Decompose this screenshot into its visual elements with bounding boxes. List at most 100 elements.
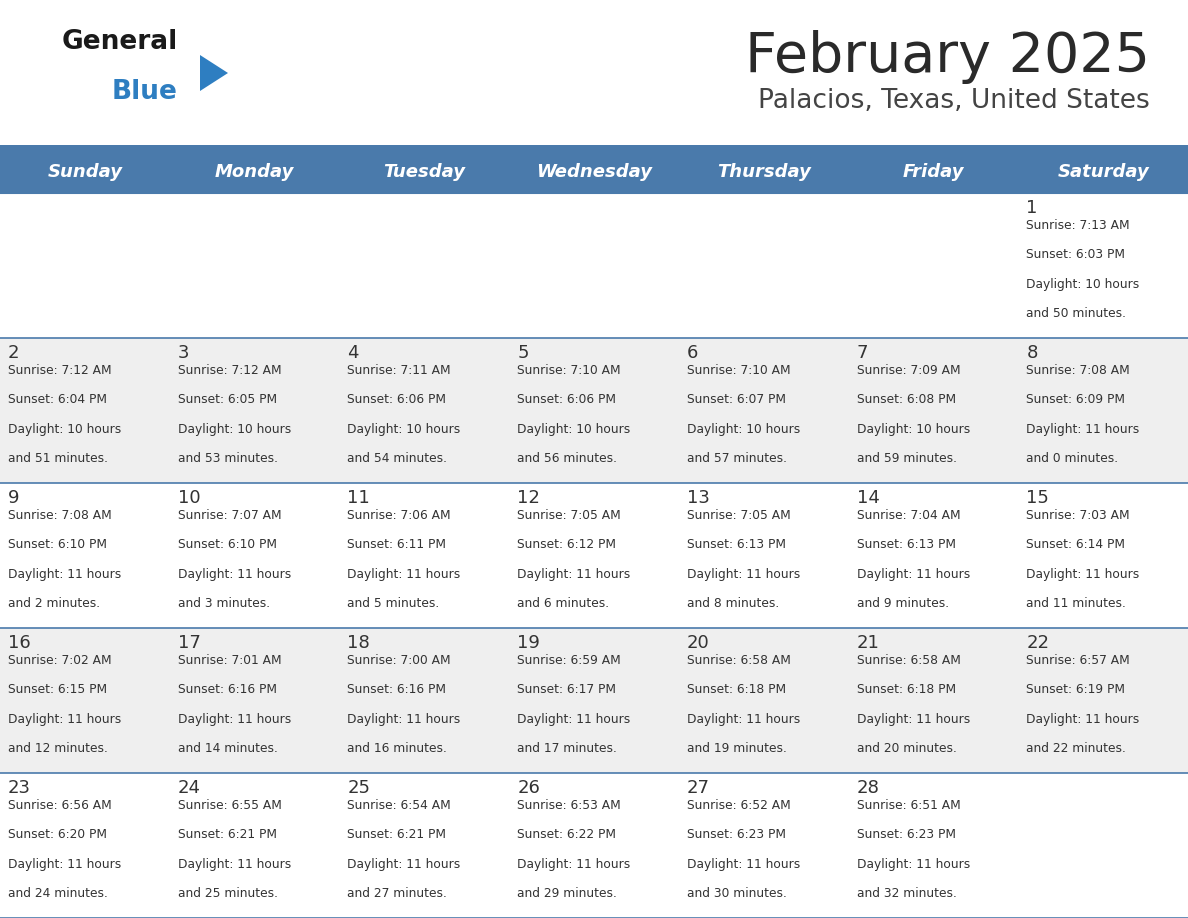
Text: Sunset: 6:18 PM: Sunset: 6:18 PM — [687, 683, 786, 696]
Bar — [0, 773, 1188, 918]
Text: and 6 minutes.: and 6 minutes. — [517, 597, 609, 610]
Text: Daylight: 11 hours: Daylight: 11 hours — [178, 712, 291, 725]
Text: 8: 8 — [1026, 344, 1037, 362]
Text: Sunset: 6:16 PM: Sunset: 6:16 PM — [347, 683, 447, 696]
Text: Daylight: 11 hours: Daylight: 11 hours — [517, 712, 631, 725]
Text: Sunday: Sunday — [48, 163, 122, 181]
Text: Sunrise: 7:06 AM: Sunrise: 7:06 AM — [347, 509, 451, 522]
Text: Sunset: 6:13 PM: Sunset: 6:13 PM — [687, 538, 785, 552]
Text: and 53 minutes.: and 53 minutes. — [178, 452, 278, 465]
Text: Sunset: 6:05 PM: Sunset: 6:05 PM — [178, 393, 277, 407]
Text: Sunrise: 7:08 AM: Sunrise: 7:08 AM — [8, 509, 112, 522]
Text: 20: 20 — [687, 634, 709, 652]
Text: Blue: Blue — [112, 79, 178, 105]
Text: Sunrise: 7:04 AM: Sunrise: 7:04 AM — [857, 509, 960, 522]
Text: and 56 minutes.: and 56 minutes. — [517, 452, 617, 465]
Text: 12: 12 — [517, 489, 541, 507]
Text: Sunset: 6:06 PM: Sunset: 6:06 PM — [517, 393, 617, 407]
Text: Daylight: 11 hours: Daylight: 11 hours — [8, 712, 121, 725]
Text: Sunrise: 6:54 AM: Sunrise: 6:54 AM — [347, 799, 451, 812]
Text: Daylight: 11 hours: Daylight: 11 hours — [347, 712, 461, 725]
Text: and 14 minutes.: and 14 minutes. — [178, 742, 278, 755]
Text: Daylight: 11 hours: Daylight: 11 hours — [857, 567, 969, 580]
Text: and 20 minutes.: and 20 minutes. — [857, 742, 956, 755]
Text: Sunrise: 7:03 AM: Sunrise: 7:03 AM — [1026, 509, 1130, 522]
Text: and 57 minutes.: and 57 minutes. — [687, 452, 786, 465]
Text: February 2025: February 2025 — [745, 30, 1150, 84]
Text: Daylight: 11 hours: Daylight: 11 hours — [178, 567, 291, 580]
Text: 6: 6 — [687, 344, 699, 362]
Text: 22: 22 — [1026, 634, 1049, 652]
Text: Sunset: 6:15 PM: Sunset: 6:15 PM — [8, 683, 107, 696]
Text: Daylight: 11 hours: Daylight: 11 hours — [178, 857, 291, 870]
Text: Friday: Friday — [903, 163, 965, 181]
Text: and 24 minutes.: and 24 minutes. — [8, 887, 108, 900]
Text: 2: 2 — [8, 344, 19, 362]
Text: Sunset: 6:08 PM: Sunset: 6:08 PM — [857, 393, 955, 407]
Text: Sunrise: 6:51 AM: Sunrise: 6:51 AM — [857, 799, 960, 812]
Text: Daylight: 10 hours: Daylight: 10 hours — [517, 422, 631, 435]
Text: Sunrise: 7:07 AM: Sunrise: 7:07 AM — [178, 509, 282, 522]
Text: Sunrise: 7:05 AM: Sunrise: 7:05 AM — [687, 509, 790, 522]
Text: 18: 18 — [347, 634, 371, 652]
Text: and 11 minutes.: and 11 minutes. — [1026, 597, 1126, 610]
Text: Sunset: 6:20 PM: Sunset: 6:20 PM — [8, 828, 107, 841]
Text: 17: 17 — [178, 634, 201, 652]
Text: Sunset: 6:21 PM: Sunset: 6:21 PM — [178, 828, 277, 841]
Text: Daylight: 11 hours: Daylight: 11 hours — [857, 712, 969, 725]
Text: Daylight: 11 hours: Daylight: 11 hours — [1026, 567, 1139, 580]
Bar — [0, 483, 1188, 628]
Text: Wednesday: Wednesday — [536, 163, 652, 181]
Text: and 32 minutes.: and 32 minutes. — [857, 887, 956, 900]
Text: Sunset: 6:22 PM: Sunset: 6:22 PM — [517, 828, 617, 841]
Text: Daylight: 11 hours: Daylight: 11 hours — [8, 567, 121, 580]
Bar — [0, 151, 1188, 193]
Text: Daylight: 10 hours: Daylight: 10 hours — [1026, 277, 1139, 291]
Text: Sunrise: 6:57 AM: Sunrise: 6:57 AM — [1026, 654, 1130, 667]
Text: 23: 23 — [8, 779, 31, 797]
Text: and 54 minutes.: and 54 minutes. — [347, 452, 448, 465]
Text: Thursday: Thursday — [716, 163, 810, 181]
Text: and 22 minutes.: and 22 minutes. — [1026, 742, 1126, 755]
Text: Sunset: 6:10 PM: Sunset: 6:10 PM — [178, 538, 277, 552]
Text: 4: 4 — [347, 344, 359, 362]
Text: and 2 minutes.: and 2 minutes. — [8, 597, 100, 610]
Text: Sunrise: 7:08 AM: Sunrise: 7:08 AM — [1026, 364, 1130, 377]
Polygon shape — [200, 55, 228, 91]
Text: and 25 minutes.: and 25 minutes. — [178, 887, 278, 900]
Text: Daylight: 11 hours: Daylight: 11 hours — [517, 857, 631, 870]
Text: Sunset: 6:06 PM: Sunset: 6:06 PM — [347, 393, 447, 407]
Text: 26: 26 — [517, 779, 541, 797]
Text: 1: 1 — [1026, 199, 1037, 217]
Text: Sunset: 6:09 PM: Sunset: 6:09 PM — [1026, 393, 1125, 407]
Bar — [0, 145, 1188, 151]
Text: Daylight: 10 hours: Daylight: 10 hours — [687, 422, 800, 435]
Text: Sunset: 6:14 PM: Sunset: 6:14 PM — [1026, 538, 1125, 552]
Text: Sunrise: 7:09 AM: Sunrise: 7:09 AM — [857, 364, 960, 377]
Text: 11: 11 — [347, 489, 371, 507]
Text: Sunrise: 7:02 AM: Sunrise: 7:02 AM — [8, 654, 112, 667]
Text: and 16 minutes.: and 16 minutes. — [347, 742, 448, 755]
Text: and 30 minutes.: and 30 minutes. — [687, 887, 786, 900]
Text: General: General — [62, 29, 178, 55]
Text: Sunrise: 7:12 AM: Sunrise: 7:12 AM — [8, 364, 112, 377]
Text: Sunset: 6:12 PM: Sunset: 6:12 PM — [517, 538, 617, 552]
Text: 15: 15 — [1026, 489, 1049, 507]
Text: and 27 minutes.: and 27 minutes. — [347, 887, 448, 900]
Text: Daylight: 10 hours: Daylight: 10 hours — [347, 422, 461, 435]
Text: Daylight: 11 hours: Daylight: 11 hours — [857, 857, 969, 870]
Text: 7: 7 — [857, 344, 868, 362]
Text: 14: 14 — [857, 489, 879, 507]
Text: Monday: Monday — [215, 163, 295, 181]
Text: Sunrise: 6:55 AM: Sunrise: 6:55 AM — [178, 799, 282, 812]
Text: and 12 minutes.: and 12 minutes. — [8, 742, 108, 755]
Text: Sunrise: 7:00 AM: Sunrise: 7:00 AM — [347, 654, 451, 667]
Text: and 5 minutes.: and 5 minutes. — [347, 597, 440, 610]
Text: 10: 10 — [178, 489, 201, 507]
Text: Daylight: 11 hours: Daylight: 11 hours — [347, 567, 461, 580]
Text: Sunrise: 6:58 AM: Sunrise: 6:58 AM — [687, 654, 791, 667]
Text: Daylight: 11 hours: Daylight: 11 hours — [8, 857, 121, 870]
Text: Daylight: 10 hours: Daylight: 10 hours — [857, 422, 969, 435]
Text: and 9 minutes.: and 9 minutes. — [857, 597, 949, 610]
Text: Sunrise: 6:52 AM: Sunrise: 6:52 AM — [687, 799, 790, 812]
